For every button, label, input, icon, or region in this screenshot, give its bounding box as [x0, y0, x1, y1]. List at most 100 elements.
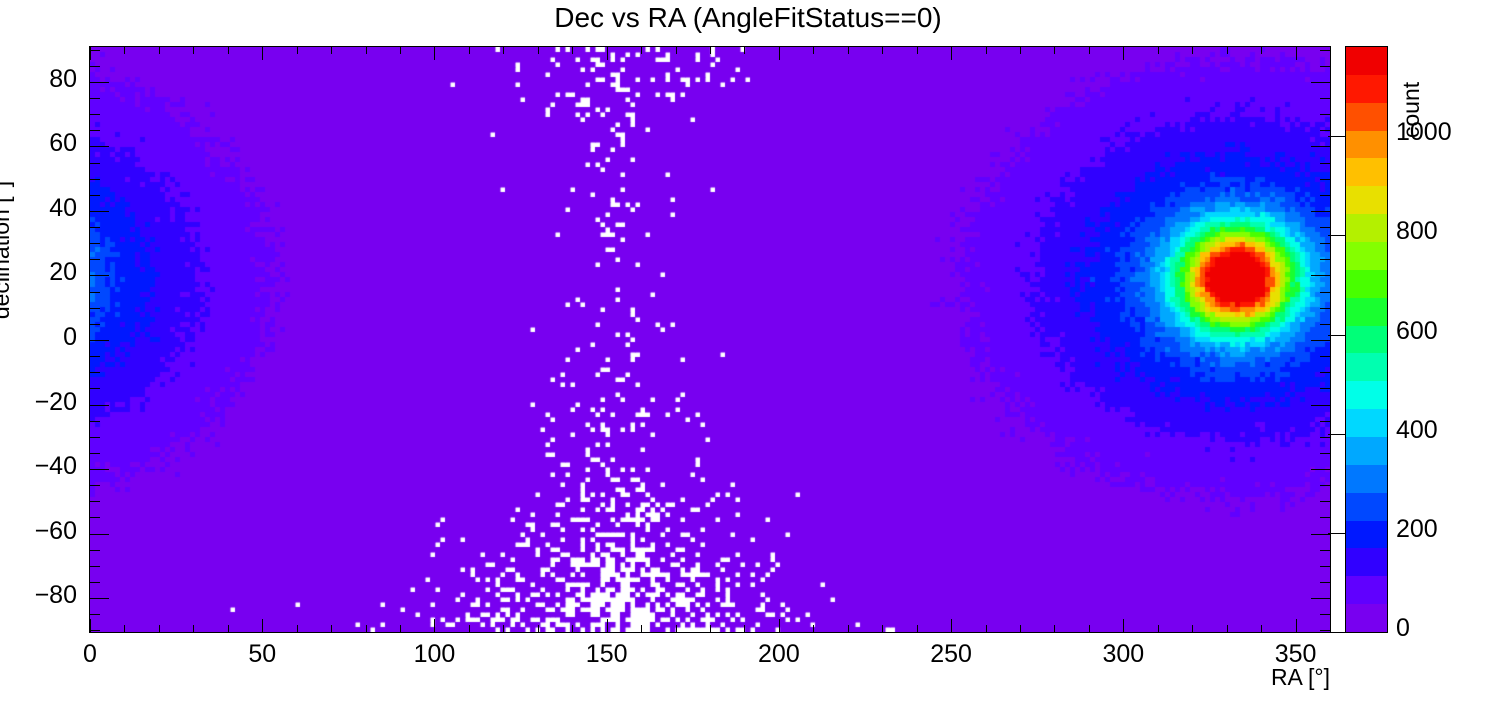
x-axis-tick-top: [607, 46, 608, 60]
y-axis-tick: [89, 259, 100, 260]
x-axis-tick-label: 200: [758, 640, 800, 668]
y-axis-tick-label: 0: [63, 322, 77, 351]
x-axis-tick-top: [469, 46, 470, 54]
x-axis-title: RA [°]: [1270, 664, 1330, 690]
x-axis-tick-top: [159, 46, 160, 54]
y-axis-tick-label: −60: [34, 516, 77, 545]
y-axis-tick: [89, 485, 100, 486]
y-axis-tick-right: [1320, 243, 1331, 244]
x-axis-tick-top: [90, 46, 91, 60]
x-axis-tick: [400, 625, 401, 633]
page-title: Dec vs RA (AngleFitStatus==0): [554, 2, 942, 33]
color-bar-swatch: [1346, 604, 1387, 632]
x-axis-tick-top: [538, 46, 539, 54]
x-axis-tick-label: 250: [930, 640, 972, 668]
z-axis-tick: [1328, 533, 1346, 534]
y-axis-tick-label: −20: [34, 387, 77, 416]
y-axis-tick-right: [1311, 340, 1331, 341]
x-axis-tick-top: [400, 46, 401, 54]
x-axis-tick-top: [744, 46, 745, 54]
x-axis-tick-label: 50: [248, 640, 277, 668]
y-axis-tick: [89, 292, 100, 293]
y-axis-tick: [89, 146, 109, 147]
y-axis-tick-label: −80: [34, 581, 77, 610]
x-axis-tick: [90, 619, 91, 633]
y-axis-tick-right: [1320, 163, 1331, 164]
x-axis-tick: [262, 619, 263, 633]
x-axis-tick-top: [1158, 46, 1159, 54]
x-axis-tick: [1227, 625, 1228, 633]
color-bar-swatch: [1346, 46, 1387, 75]
z-axis-tick: [1328, 235, 1346, 236]
y-axis-tick: [89, 566, 100, 567]
x-axis-tick-label: 300: [1102, 640, 1145, 668]
x-axis-tick-top: [1089, 46, 1090, 54]
x-axis-tick-label: 0: [83, 640, 97, 668]
z-axis-tick: [1328, 335, 1346, 336]
heatmap-image: [90, 47, 1330, 632]
y-axis-tick: [89, 614, 100, 615]
x-axis-tick: [676, 625, 677, 633]
y-axis-tick-right: [1320, 421, 1331, 422]
color-bar-cells: [1346, 46, 1387, 632]
y-axis-tick-right: [1320, 630, 1331, 631]
z-axis-tick-label: 0: [1396, 614, 1410, 642]
y-axis-tick: [89, 421, 100, 422]
x-axis-tick: [331, 625, 332, 633]
y-axis-tick-label: 60: [49, 129, 77, 158]
y-axis-tick-right: [1311, 275, 1331, 276]
y-axis-tick: [89, 372, 100, 373]
y-axis-tick-right: [1320, 517, 1331, 518]
y-axis-tick-label: 20: [49, 258, 77, 287]
y-axis-tick-right: [1320, 308, 1331, 309]
x-axis-tick-top: [848, 46, 849, 54]
x-axis-tick: [641, 625, 642, 633]
x-axis-tick: [159, 625, 160, 633]
x-axis-tick: [813, 625, 814, 633]
x-axis-tick: [469, 625, 470, 633]
x-axis-tick-top: [434, 46, 435, 60]
y-axis-tick-right: [1311, 534, 1331, 535]
y-axis-tick: [89, 324, 100, 325]
x-axis-tick-top: [124, 46, 125, 54]
x-axis-tick: [744, 625, 745, 633]
x-axis-tick: [607, 619, 608, 633]
color-bar-swatch: [1346, 186, 1387, 215]
y-axis-tick: [89, 243, 100, 244]
x-axis-tick: [193, 625, 194, 633]
color-bar: [1345, 46, 1388, 633]
z-axis-tick: [1328, 632, 1346, 633]
x-axis-tick-top: [710, 46, 711, 54]
y-axis-tick-right: [1320, 179, 1331, 180]
x-axis-tick: [917, 625, 918, 633]
color-bar-swatch: [1346, 269, 1387, 298]
y-axis-tick: [89, 50, 100, 51]
x-axis-tick-top: [1054, 46, 1055, 54]
x-axis-tick-top: [813, 46, 814, 54]
z-axis-tick-label: 600: [1396, 317, 1438, 345]
z-axis-tick: [1328, 434, 1346, 435]
y-axis-tick-right: [1320, 114, 1331, 115]
x-axis-tick-top: [1192, 46, 1193, 54]
y-axis-tick-right: [1320, 324, 1331, 325]
x-axis-tick-top: [193, 46, 194, 54]
color-bar-swatch: [1346, 492, 1387, 521]
x-axis-tick: [882, 625, 883, 633]
color-bar-swatch: [1346, 297, 1387, 326]
x-axis-tick: [848, 625, 849, 633]
x-axis-tick-top: [1227, 46, 1228, 54]
y-axis-tick: [89, 437, 100, 438]
x-axis-tick-label: 100: [413, 640, 456, 668]
color-bar-swatch: [1346, 409, 1387, 437]
x-axis-tick-top: [1296, 46, 1297, 60]
z-axis-tick-label: 800: [1396, 217, 1438, 245]
y-axis-tick: [89, 469, 109, 470]
x-axis-tick: [297, 625, 298, 633]
y-axis-tick-right: [1320, 501, 1331, 502]
y-axis-tick: [89, 582, 100, 583]
y-axis-tick: [89, 517, 100, 518]
x-axis-tick-top: [676, 46, 677, 54]
y-axis-tick-label: 40: [49, 193, 77, 222]
y-axis-tick-right: [1320, 372, 1331, 373]
